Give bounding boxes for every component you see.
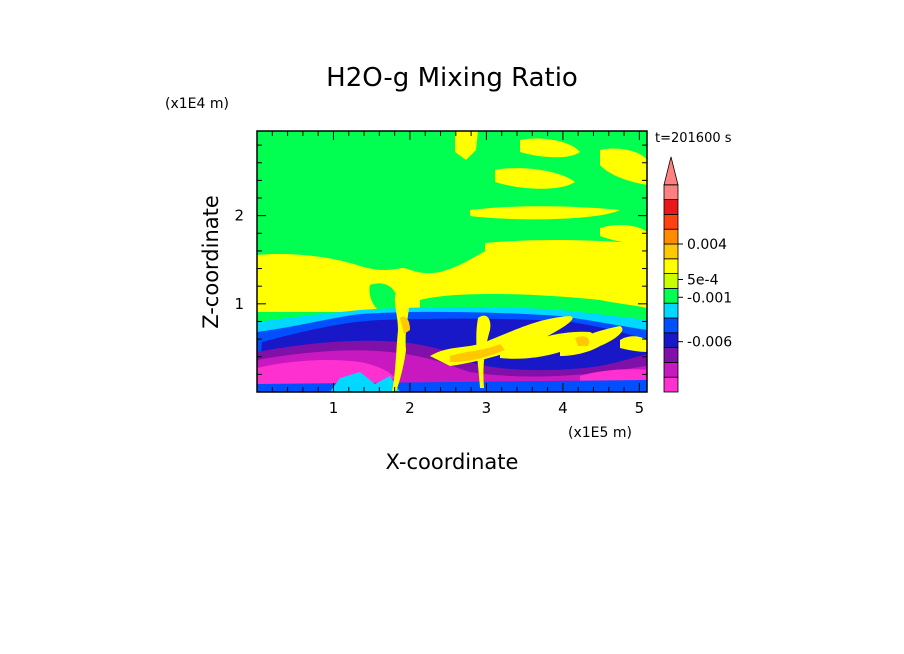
colorbar-swatch (663, 376, 679, 393)
colorbar-label: -0.001 (687, 290, 732, 306)
colorbar-swatch (663, 302, 679, 319)
colorbar-label: 5e-4 (687, 273, 719, 289)
x-tick-label: 3 (482, 399, 492, 417)
colorbar-label: -0.006 (687, 335, 732, 351)
x-axis-label: X-coordinate (386, 450, 519, 474)
region-mid-level-moist (257, 244, 647, 312)
colorbar-swatch (663, 273, 679, 289)
time-label: t=201600 s (655, 131, 732, 146)
colorbar-swatch (663, 213, 679, 230)
axis-ticks: 1 2 3 4 5 1 2 (234, 131, 647, 417)
x-tick-label: 1 (329, 399, 339, 417)
y-tick-label: 2 (234, 207, 244, 225)
y-axis-label: Z-coordinate (199, 195, 223, 329)
y-tick-label: 1 (234, 295, 244, 313)
plot-area (257, 131, 647, 392)
colorbar-swatch (663, 361, 679, 378)
y-scale-label: (x1E4 m) (165, 96, 229, 112)
x-scale-label: (x1E5 m) (568, 425, 632, 441)
colorbar-swatch (663, 258, 679, 274)
convective-plumes (392, 287, 647, 392)
colorbar-swatch (663, 228, 679, 245)
colorbar-swatch (663, 332, 679, 348)
plot-frame (256, 130, 648, 393)
chart-title: H2O-g Mixing Ratio (326, 63, 578, 93)
colorbar-swatch (663, 243, 679, 260)
colorbar-extend-arrow (663, 156, 679, 186)
colorbar-swatch (663, 199, 679, 215)
x-tick-label: 2 (405, 399, 415, 417)
colorbar-label: 0.004 (687, 237, 727, 253)
colorbar-swatch (663, 317, 679, 334)
colorbar-swatch (663, 347, 679, 363)
colorbar: 0.004 5e-4-0.001 -0.006 (663, 156, 732, 393)
x-tick-label: 5 (635, 399, 645, 417)
colorbar-swatch (663, 184, 679, 201)
x-tick-label: 4 (558, 399, 568, 417)
colorbar-swatch (663, 287, 679, 304)
